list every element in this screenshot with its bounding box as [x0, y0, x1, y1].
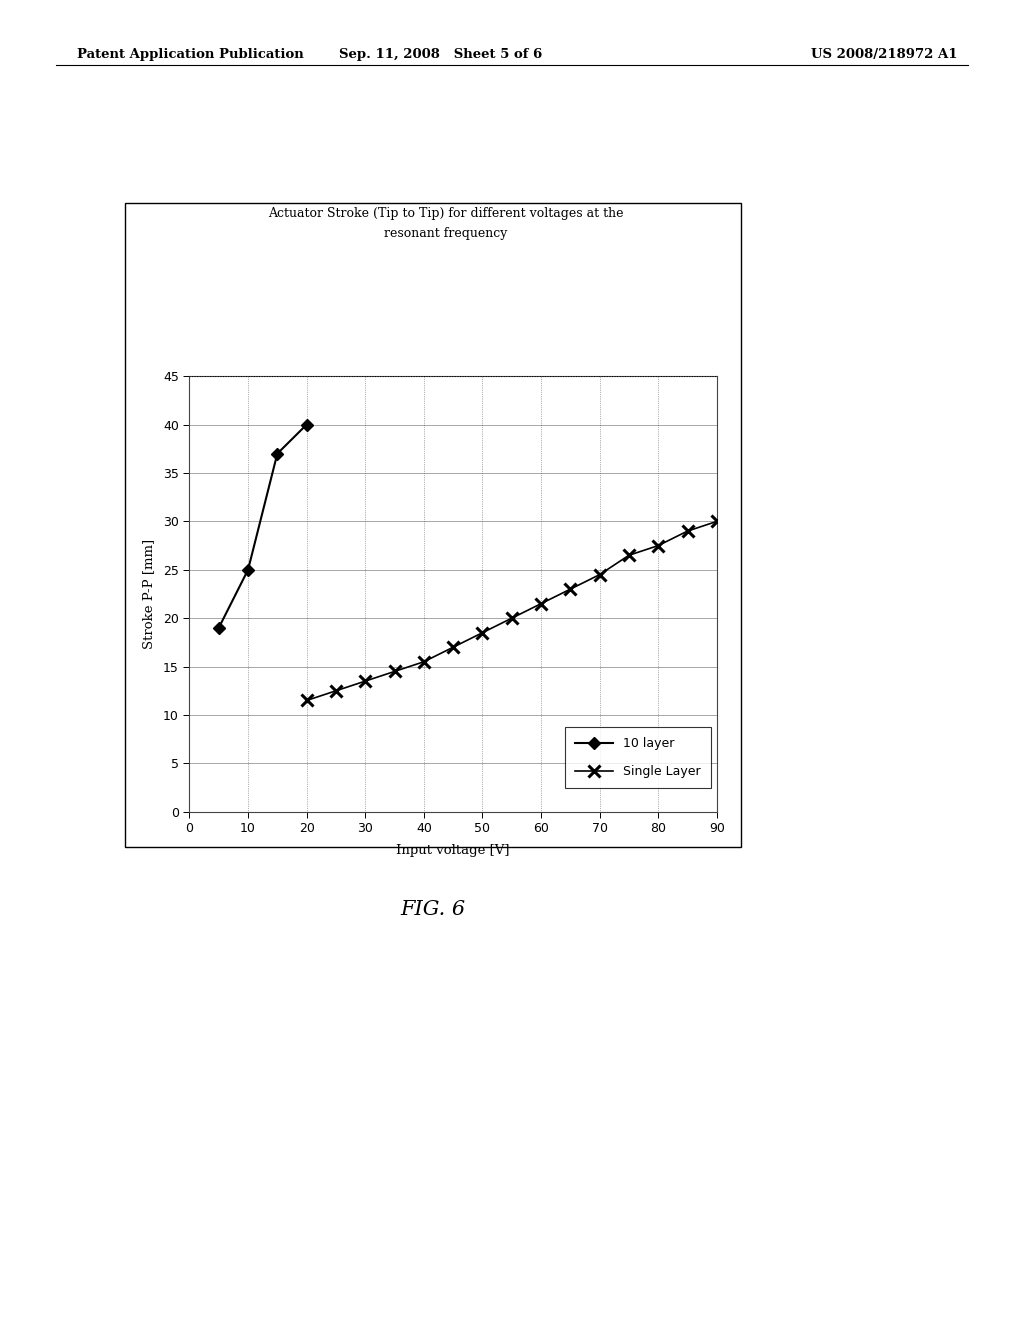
- Text: US 2008/218972 A1: US 2008/218972 A1: [811, 48, 957, 61]
- Single Layer: [652, 537, 665, 553]
- Line: Single Layer: Single Layer: [300, 515, 723, 706]
- Line: 10 layer: 10 layer: [215, 421, 311, 632]
- Single Layer: [535, 595, 547, 611]
- Text: Patent Application Publication: Patent Application Publication: [77, 48, 303, 61]
- Y-axis label: Stroke P-P [mm]: Stroke P-P [mm]: [141, 539, 155, 649]
- Single Layer: [623, 548, 635, 564]
- 10 layer: [242, 562, 254, 578]
- Single Layer: [564, 581, 577, 597]
- Legend: 10 layer, Single Layer: 10 layer, Single Layer: [565, 727, 711, 788]
- Single Layer: [711, 513, 723, 529]
- Text: Actuator Stroke (Tip to Tip) for different voltages at the: Actuator Stroke (Tip to Tip) for differe…: [267, 207, 624, 220]
- Single Layer: [330, 682, 342, 698]
- 10 layer: [213, 620, 225, 636]
- X-axis label: Input voltage [V]: Input voltage [V]: [396, 843, 510, 857]
- Single Layer: [506, 610, 518, 626]
- Text: Sep. 11, 2008   Sheet 5 of 6: Sep. 11, 2008 Sheet 5 of 6: [339, 48, 542, 61]
- Single Layer: [476, 624, 488, 640]
- Single Layer: [418, 653, 430, 669]
- 10 layer: [300, 417, 312, 433]
- Text: FIG. 6: FIG. 6: [400, 900, 466, 919]
- Single Layer: [359, 673, 372, 689]
- Single Layer: [594, 566, 606, 582]
- Single Layer: [300, 693, 312, 709]
- Single Layer: [681, 523, 693, 539]
- 10 layer: [271, 446, 284, 462]
- Text: resonant frequency: resonant frequency: [384, 227, 507, 240]
- Single Layer: [388, 664, 400, 680]
- Single Layer: [446, 639, 459, 655]
